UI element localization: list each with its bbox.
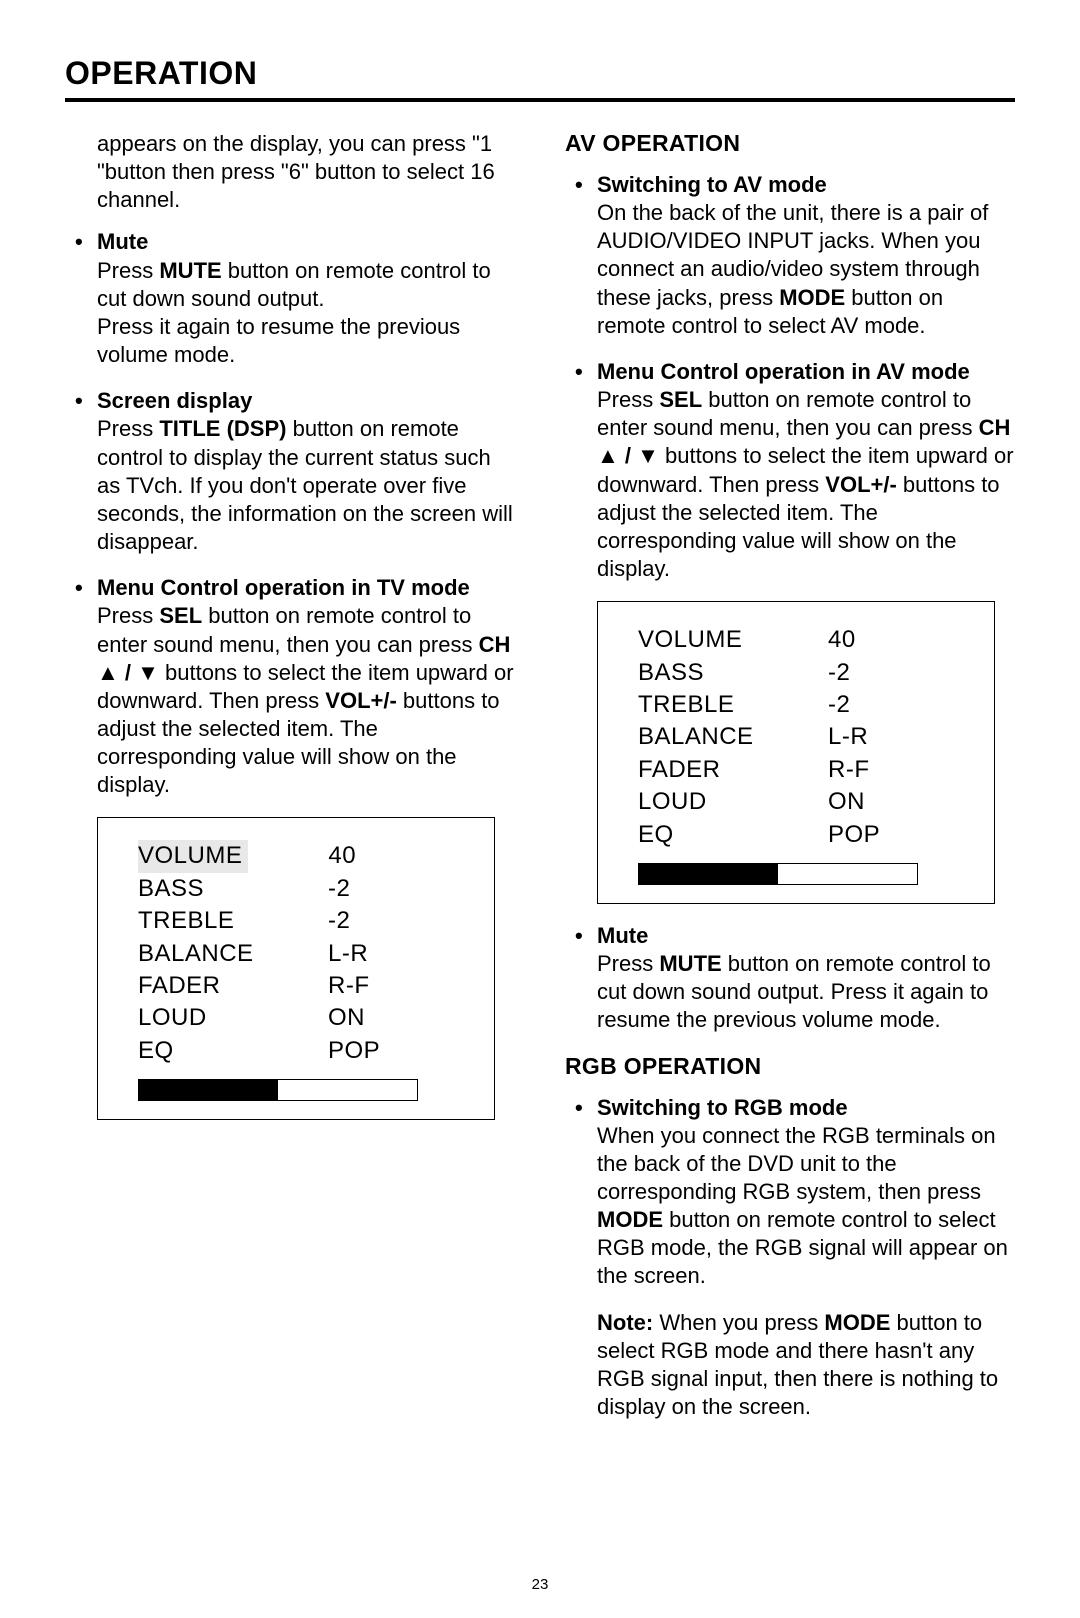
- settings-value: -2: [328, 873, 466, 905]
- mute-item: Mute Press MUTE button on remote control…: [565, 922, 1015, 1035]
- settings-label: VOLUME: [638, 624, 828, 656]
- settings-value: POP: [828, 819, 966, 851]
- left-column: appears on the display, you can press "1…: [65, 130, 515, 1421]
- bullet-header: Screen display: [65, 387, 515, 415]
- settings-row: VOLUME40: [638, 624, 966, 656]
- progress-bar: [638, 863, 918, 885]
- mute-header: Mute: [565, 922, 1015, 950]
- settings-row: BALANCEL-R: [638, 721, 966, 753]
- bullet-item: Menu Control operation in AV modePress S…: [565, 358, 1015, 583]
- settings-value: 40: [328, 840, 466, 872]
- settings-row: BASS-2: [138, 873, 466, 905]
- settings-value: -2: [828, 689, 966, 721]
- settings-label: VOLUME: [138, 840, 248, 872]
- right-column: AV OPERATION Switching to AV modeOn the …: [565, 130, 1015, 1421]
- progress-bar: [138, 1079, 418, 1101]
- settings-label: BALANCE: [138, 938, 328, 970]
- bullet-header: Menu Control operation in TV mode: [65, 574, 515, 602]
- settings-row: EQPOP: [638, 819, 966, 851]
- settings-box-1: VOLUME40BASS-2TREBLE-2BALANCEL-RFADERR-F…: [97, 817, 495, 1120]
- page-title: OPERATION: [65, 55, 1015, 102]
- rgb-item: Switching to RGB mode When you connect t…: [565, 1094, 1015, 1291]
- settings-row: TREBLE-2: [138, 905, 466, 937]
- settings-value: ON: [328, 1002, 466, 1034]
- settings-value: POP: [328, 1035, 466, 1067]
- bullet-body: Press SEL button on remote control to en…: [565, 386, 1015, 583]
- rgb-note: Note: When you press MODE button to sele…: [565, 1309, 1015, 1422]
- rgb-header: Switching to RGB mode: [565, 1094, 1015, 1122]
- bullet-item: Menu Control operation in TV modePress S…: [65, 574, 515, 799]
- bullet-body: Press SEL button on remote control to en…: [65, 602, 515, 799]
- bullet-body: Press MUTE button on remote control to c…: [65, 257, 515, 370]
- progress-bar-fill: [639, 864, 778, 884]
- settings-label: FADER: [638, 754, 828, 786]
- bullet-item: Switching to AV modeOn the back of the u…: [565, 171, 1015, 340]
- settings-value: L-R: [328, 938, 466, 970]
- settings-label: LOUD: [638, 786, 828, 818]
- settings-value: -2: [828, 657, 966, 689]
- content-columns: appears on the display, you can press "1…: [65, 130, 1015, 1421]
- bullet-header: Menu Control operation in AV mode: [565, 358, 1015, 386]
- settings-label: BASS: [638, 657, 828, 689]
- settings-row: BALANCEL-R: [138, 938, 466, 970]
- settings-label: LOUD: [138, 1002, 328, 1034]
- bullet-body: On the back of the unit, there is a pair…: [565, 199, 1015, 340]
- mute-body: Press MUTE button on remote control to c…: [565, 950, 1015, 1034]
- settings-value: 40: [828, 624, 966, 656]
- settings-label: BASS: [138, 873, 328, 905]
- bullet-item: Screen displayPress TITLE (DSP) button o…: [65, 387, 515, 556]
- bullet-body: Press TITLE (DSP) button on remote contr…: [65, 415, 515, 556]
- settings-row: FADERR-F: [638, 754, 966, 786]
- progress-bar-fill: [139, 1080, 278, 1100]
- intro-text: appears on the display, you can press "1…: [65, 130, 515, 214]
- settings-row: EQPOP: [138, 1035, 466, 1067]
- bullet-header: Switching to AV mode: [565, 171, 1015, 199]
- settings-label: BALANCE: [638, 721, 828, 753]
- settings-box-2: VOLUME40BASS-2TREBLE-2BALANCEL-RFADERR-F…: [597, 601, 995, 904]
- settings-row: LOUDON: [138, 1002, 466, 1034]
- settings-label: EQ: [138, 1035, 328, 1067]
- settings-row: VOLUME 40: [138, 840, 466, 872]
- page-number: 23: [532, 1576, 549, 1593]
- settings-value: L-R: [828, 721, 966, 753]
- settings-row: LOUDON: [638, 786, 966, 818]
- av-heading: AV OPERATION: [565, 130, 1015, 157]
- settings-row: BASS-2: [638, 657, 966, 689]
- settings-label: EQ: [638, 819, 828, 851]
- bullet-header: Mute: [65, 228, 515, 256]
- settings-label: FADER: [138, 970, 328, 1002]
- settings-label: TREBLE: [138, 905, 328, 937]
- settings-row: FADERR-F: [138, 970, 466, 1002]
- settings-row: TREBLE-2: [638, 689, 966, 721]
- rgb-body: When you connect the RGB terminals on th…: [565, 1122, 1015, 1291]
- settings-value: R-F: [328, 970, 466, 1002]
- rgb-heading: RGB OPERATION: [565, 1053, 1015, 1080]
- settings-label: TREBLE: [638, 689, 828, 721]
- settings-value: R-F: [828, 754, 966, 786]
- settings-value: -2: [328, 905, 466, 937]
- bullet-item: MutePress MUTE button on remote control …: [65, 228, 515, 369]
- settings-value: ON: [828, 786, 966, 818]
